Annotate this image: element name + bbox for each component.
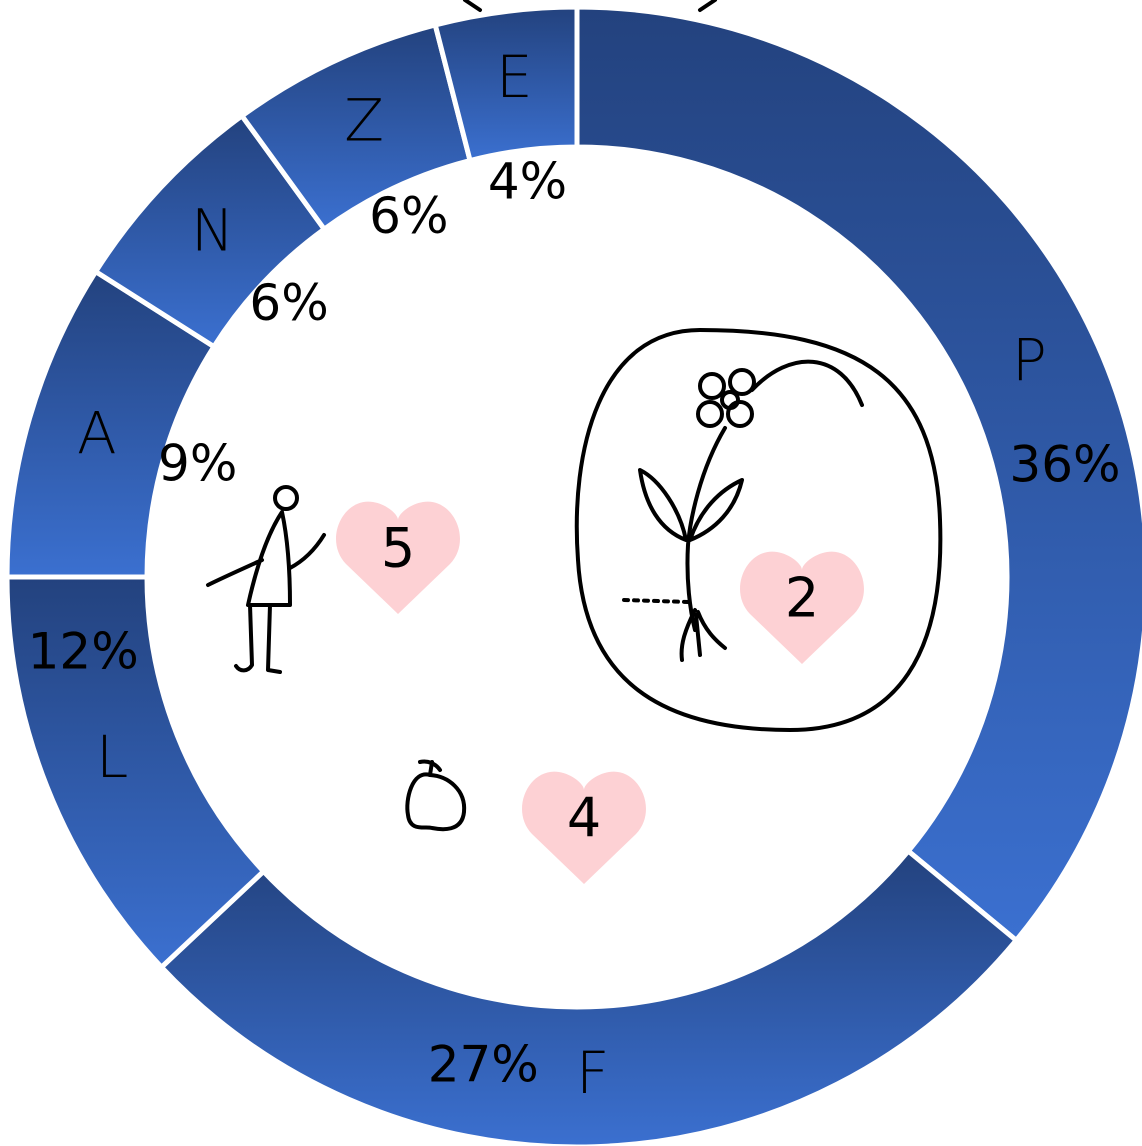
heart-number: 2: [785, 567, 819, 630]
segment-label: A: [77, 400, 117, 468]
value-label: 6%: [249, 274, 328, 332]
apple-doodle: [405, 759, 467, 832]
heart-number: 5: [381, 517, 415, 580]
value-label: 9%: [158, 434, 237, 492]
heart: [336, 501, 460, 614]
ring: [4, 4, 1142, 1146]
value-label: 6%: [369, 187, 448, 245]
top-arrows: [463, 0, 717, 12]
value-label: 36%: [1009, 435, 1120, 493]
heart-number: 4: [567, 787, 601, 850]
person-doodle: [206, 485, 326, 674]
hearts: 5 4 2: [336, 501, 864, 884]
segment-label: F: [576, 1039, 609, 1107]
heart: [522, 771, 646, 884]
value-label: 4%: [488, 153, 567, 211]
segment: [432, 4, 580, 164]
plant-doodle: [574, 328, 943, 732]
segment: [574, 4, 1142, 944]
value-label: 27%: [428, 1036, 539, 1094]
segment-label: L: [96, 723, 128, 791]
segment: [157, 847, 1020, 1146]
segment-label: N: [191, 197, 234, 265]
value-label: 12%: [28, 623, 139, 681]
segment-label: Z: [344, 87, 384, 155]
heart: [740, 551, 864, 664]
segment-label: E: [496, 43, 533, 111]
segment-label: P: [1012, 326, 1047, 394]
